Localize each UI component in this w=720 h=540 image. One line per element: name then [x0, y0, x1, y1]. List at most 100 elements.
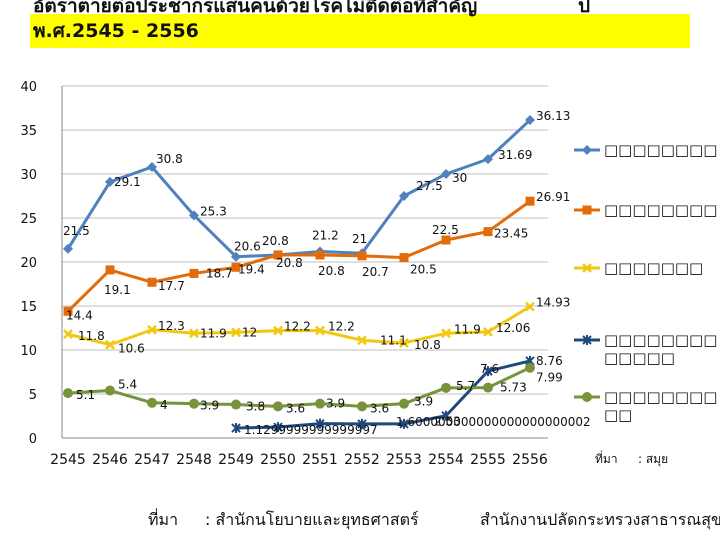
data-point [273, 401, 283, 412]
data-label: 21.5 [63, 224, 90, 238]
data-label: 36.13 [536, 109, 570, 123]
data-point [483, 227, 493, 237]
data-point [441, 410, 451, 421]
x-tick-label: 2550 [260, 452, 296, 468]
x-tick-label: 2556 [512, 452, 548, 468]
data-point [63, 388, 73, 399]
y-tick-label: 40 [20, 80, 37, 95]
data-point [399, 253, 409, 263]
data-label: 10.8 [414, 338, 441, 352]
data-point-stroke [147, 324, 157, 335]
y-tick-label: 25 [20, 212, 37, 227]
data-label: 3.8 [246, 400, 265, 414]
data-label: 22.5 [432, 223, 459, 237]
data-point [483, 154, 493, 165]
data-label: 21 [352, 232, 367, 246]
data-label: 3.9 [200, 399, 219, 413]
data-label: 20.8 [262, 234, 289, 248]
data-point [582, 335, 592, 345]
data-label: 30 [452, 171, 467, 185]
data-label: 20.6 [234, 240, 261, 254]
data-point [189, 398, 199, 409]
source-label: ที่มา [148, 510, 179, 529]
series-line [235, 359, 531, 430]
data-point [582, 145, 592, 155]
x-tick-label: 2553 [386, 452, 422, 468]
x-tick-label: 2555 [470, 452, 506, 468]
data-point [399, 191, 409, 201]
x-tick-label: 2548 [176, 452, 212, 468]
data-point [582, 392, 592, 402]
data-label: 7.99 [536, 371, 563, 385]
data-point-stroke [582, 263, 592, 273]
data-label: 5.1 [76, 388, 95, 402]
data-label: 2.53 [434, 415, 461, 429]
data-label: 5.7 [456, 379, 475, 393]
data-point [105, 265, 115, 275]
legend-item-1: □□□□□□□□ [574, 141, 717, 159]
data-label: 14.4 [66, 308, 93, 322]
data-label: 3.9 [326, 397, 345, 411]
data-point [273, 325, 283, 336]
legend-label: □□□□□□□□ [604, 141, 717, 159]
data-label: 21.2 [312, 228, 339, 242]
data-point-stroke [525, 301, 535, 312]
data-point-stroke [105, 339, 115, 350]
data-label: 12.3 [158, 319, 185, 333]
data-point [105, 339, 115, 350]
data-point [147, 161, 157, 172]
data-label: 1.1299999999999997 [244, 423, 378, 437]
data-point [315, 398, 325, 409]
data-point [315, 325, 325, 336]
data-label: 12.2 [328, 320, 355, 334]
data-point [189, 268, 199, 278]
data-point-stroke [189, 328, 199, 339]
data-label: 26.91 [536, 190, 570, 204]
source-text: : สำนักนโยบายและยุทธศาสตร์ [205, 510, 419, 529]
series-5 [63, 362, 535, 412]
data-label: 18.7 [206, 266, 233, 280]
legend-label: □□ [604, 406, 632, 424]
data-label: 3.6 [286, 401, 305, 415]
data-label: 20.7 [362, 265, 389, 279]
legend: □□□□□□□□□□□□□□□□□□□□□□□□□□□□□□□□□□□□□□□□… [574, 141, 717, 424]
data-point [105, 176, 115, 187]
data-label: 11.9 [200, 326, 227, 340]
data-label: 17.7 [158, 279, 185, 293]
y-tick-label: 10 [20, 344, 37, 359]
data-point [189, 328, 199, 339]
data-label: 3.6 [370, 401, 389, 415]
legend-label: □□□□□□□□ [604, 388, 717, 406]
y-tick-label: 35 [20, 124, 37, 139]
data-point [357, 401, 367, 412]
data-point [147, 277, 157, 287]
data-point [63, 306, 73, 316]
data-point-stroke [231, 327, 241, 338]
data-label: 20.8 [276, 256, 303, 270]
data-label: 14.93 [536, 296, 570, 310]
data-point [63, 329, 73, 340]
data-point [147, 397, 157, 408]
data-point [483, 366, 493, 377]
data-point [357, 335, 367, 346]
data-point [582, 205, 592, 215]
y-tick-label: 15 [20, 300, 37, 315]
legend-label: □□□□□□□ [604, 259, 703, 277]
x-tick-label: 2554 [428, 452, 464, 468]
axis-layer: 0 5 10 15 20 25 30 35 40 2545 2546 2547 2548 2549 2550… [20, 80, 548, 468]
data-label: 8.76 [536, 354, 563, 368]
data-point-stroke [357, 335, 367, 346]
legend-item-3: □□□□□□□ [574, 259, 703, 277]
legend-note-label: ที่มา [595, 452, 618, 466]
data-point [441, 235, 451, 245]
data-label: 23.45 [494, 227, 528, 241]
data-point [231, 327, 241, 338]
data-label: 20.5 [410, 263, 437, 277]
chart-title-line1: อัตราตายต่อประชากรแสนคนด้วยโรคไม่ติดต่อท… [33, 0, 478, 17]
data-point [483, 326, 493, 337]
data-point-stroke [273, 325, 283, 336]
data-point [399, 398, 409, 409]
data-label: 11.1 [380, 333, 407, 347]
data-point [441, 382, 451, 393]
x-tick-label: 2547 [134, 452, 170, 468]
